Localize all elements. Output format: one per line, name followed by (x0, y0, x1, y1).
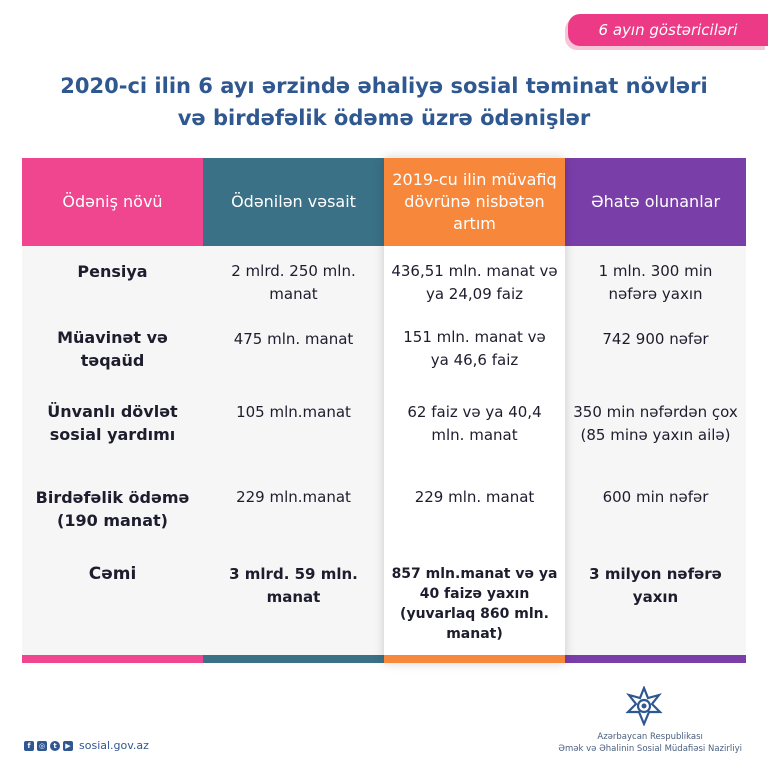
title-line-1: 2020-ci ilin 6 ayı ərzində əhaliyə sosia… (60, 74, 708, 98)
website-link[interactable]: sosial.gov.az (79, 739, 149, 752)
column-payment-type: Ödəniş növü Pensiya Müavinət və təqaüd Ü… (22, 158, 203, 663)
column-growth: 2019-cu ilin müvafiq dövrünə nisbətən ar… (384, 158, 565, 663)
column-header: Ödəniş növü (22, 158, 203, 246)
table-cell: Birdəfəlik ödəmə (190 manat) (35, 488, 190, 530)
table-cell-total: 3 mlrd. 59 mln. manat (229, 565, 358, 606)
social-links: f ◎ t ▶ sosial.gov.az (24, 739, 149, 752)
table-cell: 229 mln.manat (236, 488, 351, 506)
table-cell: 2 mlrd. 250 mln. manat (231, 262, 356, 303)
column-header: Əhatə olunanlar (565, 158, 746, 246)
column-covered: Əhatə olunanlar 1 mln. 300 min nəfərə ya… (565, 158, 746, 663)
facebook-icon[interactable]: f (24, 740, 34, 751)
table-cell: 229 mln. manat (414, 488, 535, 506)
table-cell-total: 857 mln.manat və ya 40 faizə yaxın (yuva… (391, 566, 558, 642)
table-cell: 436,51 mln. manat və ya 24,09 faiz (391, 262, 558, 303)
ministry-name: Azərbaycan Respublikası Əmək və Əhalinin… (558, 731, 742, 755)
table-cell: 475 mln. manat (233, 330, 354, 348)
table-cell: 151 mln. manat və ya 46,6 faiz (403, 328, 546, 369)
page-title: 2020-ci ilin 6 ayı ərzində əhaliyə sosia… (0, 70, 768, 134)
column-footer-bar (384, 655, 565, 663)
ministry-emblem-icon (625, 686, 663, 726)
ministry-line-1: Azərbaycan Respublikası (597, 732, 703, 742)
table-cell: Müavinət və təqaüd (57, 328, 168, 370)
table-cell: 105 mln.manat (236, 403, 351, 421)
payments-table: Ödəniş növü Pensiya Müavinət və təqaüd Ü… (22, 158, 746, 663)
instagram-icon[interactable]: ◎ (37, 740, 47, 751)
table-cell: 600 min nəfər (602, 488, 709, 506)
table-cell: 350 min nəfərdən çox (85 minə yaxın ailə… (573, 403, 738, 444)
table-cell-total: Cəmi (88, 564, 137, 584)
table-cell: Pensiya (77, 262, 148, 281)
ministry-line-2: Əmək və Əhalinin Sosial Müdafiəsi Nazirl… (558, 744, 742, 754)
column-footer-bar (203, 655, 384, 663)
table-cell: Ünvanlı dövlət sosial yardımı (47, 402, 178, 444)
column-footer-bar (565, 655, 746, 663)
table-cell: 742 900 nəfər (602, 330, 709, 348)
title-line-2: və birdəfəlik ödəmə üzrə ödənişlər (177, 106, 591, 130)
twitter-icon[interactable]: t (50, 740, 60, 751)
column-header: 2019-cu ilin müvafiq dövrünə nisbətən ar… (384, 158, 565, 246)
youtube-icon[interactable]: ▶ (63, 740, 73, 751)
table-cell: 1 mln. 300 min nəfərə yaxın (598, 262, 713, 303)
section-tag: 6 ayın göstəriciləri (568, 14, 768, 46)
column-header: Ödənilən vəsait (203, 158, 384, 246)
table-cell: 62 faiz və ya 40,4 mln. manat (407, 403, 542, 444)
table-cell-total: 3 milyon nəfərə yaxın (589, 565, 722, 606)
column-footer-bar (22, 655, 203, 663)
column-amount: Ödənilən vəsait 2 mlrd. 250 mln. manat 4… (203, 158, 384, 663)
